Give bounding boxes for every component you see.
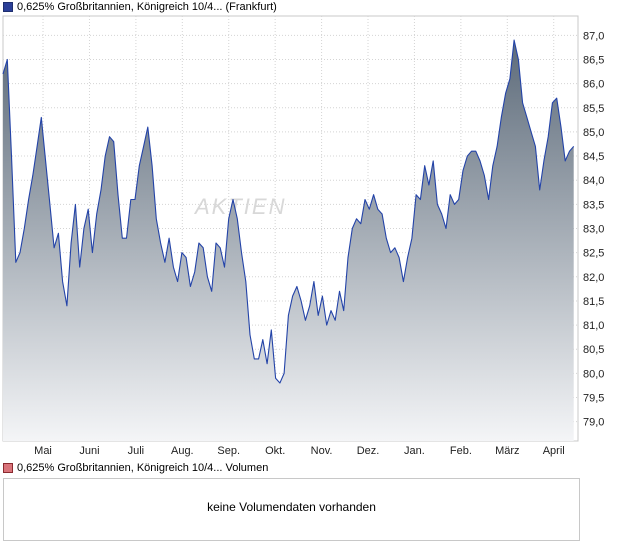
y-tick-label: 81,0	[583, 320, 604, 332]
x-tick-label: Dez.	[357, 445, 380, 457]
y-tick-label: 86,0	[583, 79, 604, 91]
price-legend: 0,625% Großbritannien, Königreich 10/4..…	[3, 0, 277, 14]
price-area	[3, 40, 574, 441]
volume-legend-label: 0,625% Großbritannien, Königreich 10/4..…	[17, 462, 269, 474]
volume-panel: keine Volumendaten vorhanden	[3, 478, 580, 541]
y-tick-label: 80,5	[583, 344, 604, 356]
y-tick-label: 85,5	[583, 103, 604, 115]
y-tick-label: 79,5	[583, 393, 604, 405]
volume-empty-message: keine Volumendaten vorhanden	[207, 500, 376, 514]
y-tick-label: 85,0	[583, 127, 604, 139]
x-axis: Mai Juni Juli Aug. Sep. Okt. Nov. Dez. Jan. Feb. M…	[34, 445, 565, 457]
x-tick-label: Mai	[34, 445, 52, 457]
y-tick-label: 83,5	[583, 199, 604, 211]
volume-legend-swatch	[3, 463, 13, 473]
y-tick-label: 84,5	[583, 151, 604, 163]
x-tick-label: Feb.	[450, 445, 472, 457]
y-tick-label: 82,5	[583, 248, 604, 260]
y-tick-label: 79,0	[583, 417, 604, 429]
x-tick-label: April	[543, 445, 565, 457]
price-line	[2, 39, 575, 384]
x-tick-label: März	[495, 445, 519, 457]
y-tick-label: 86,5	[583, 54, 604, 66]
y-axis: 79,0 79,5 80,0 80,5 81,0 81,5 82,0 82,5 83,0 83,5…	[583, 30, 604, 428]
price-chart[interactable]: AKTIEN C 79,079,580,080,581,081,582,082,…	[0, 0, 620, 460]
y-tick-label: 80,0	[583, 368, 604, 380]
x-tick-label: Aug.	[171, 445, 194, 457]
watermark-text: AKTIEN	[193, 194, 286, 219]
x-tick-label: Juli	[128, 445, 145, 457]
y-tick-label: 87,0	[583, 30, 604, 42]
y-tick-label: 81,5	[583, 296, 604, 308]
y-tick-label: 82,0	[583, 272, 604, 284]
y-tick-label: 84,0	[583, 175, 604, 187]
x-tick-label: Nov.	[311, 445, 333, 457]
x-tick-label: Jan.	[404, 445, 425, 457]
price-legend-label: 0,625% Großbritannien, Königreich 10/4..…	[17, 1, 277, 13]
volume-legend: 0,625% Großbritannien, Königreich 10/4..…	[3, 461, 268, 475]
x-tick-label: Sep.	[217, 445, 240, 457]
x-tick-label: Juni	[79, 445, 99, 457]
y-tick-label: 83,0	[583, 224, 604, 236]
price-legend-swatch	[3, 2, 13, 12]
x-tick-label: Okt.	[265, 445, 285, 457]
